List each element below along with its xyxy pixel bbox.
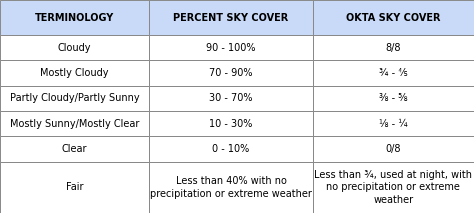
Bar <box>0 0 149 35</box>
Bar <box>149 86 313 111</box>
Text: 30 - 70%: 30 - 70% <box>210 93 253 103</box>
Text: 0/8: 0/8 <box>386 144 401 154</box>
Bar <box>149 162 313 213</box>
Text: ⅛ - ¼: ⅛ - ¼ <box>379 119 408 129</box>
Text: OKTA SKY COVER: OKTA SKY COVER <box>346 13 441 23</box>
Bar <box>313 162 474 213</box>
Text: ⅜ - ⅝: ⅜ - ⅝ <box>379 93 408 103</box>
Bar <box>313 111 474 136</box>
Bar <box>313 86 474 111</box>
Text: 70 - 90%: 70 - 90% <box>210 68 253 78</box>
Bar <box>0 86 149 111</box>
Bar <box>0 162 149 213</box>
Text: Partly Cloudy/Partly Sunny: Partly Cloudy/Partly Sunny <box>10 93 139 103</box>
Text: Less than ¾, used at night, with
no precipitation or extreme
weather: Less than ¾, used at night, with no prec… <box>314 170 473 205</box>
Bar <box>149 35 313 60</box>
Text: ¾ - ⅘: ¾ - ⅘ <box>379 68 408 78</box>
Bar <box>313 60 474 86</box>
Text: Cloudy: Cloudy <box>58 43 91 53</box>
Bar <box>313 136 474 162</box>
Text: Mostly Sunny/Mostly Clear: Mostly Sunny/Mostly Clear <box>10 119 139 129</box>
Text: Less than 40% with no
precipitation or extreme weather: Less than 40% with no precipitation or e… <box>150 176 312 199</box>
Text: Fair: Fair <box>66 182 83 192</box>
Bar <box>149 136 313 162</box>
Text: PERCENT SKY COVER: PERCENT SKY COVER <box>173 13 289 23</box>
Bar <box>313 0 474 35</box>
Bar <box>149 0 313 35</box>
Text: TERMINOLOGY: TERMINOLOGY <box>35 13 114 23</box>
Bar <box>0 111 149 136</box>
Text: 8/8: 8/8 <box>386 43 401 53</box>
Bar <box>0 136 149 162</box>
Text: Clear: Clear <box>62 144 87 154</box>
Text: Mostly Cloudy: Mostly Cloudy <box>40 68 109 78</box>
Text: 10 - 30%: 10 - 30% <box>210 119 253 129</box>
Bar <box>0 60 149 86</box>
Bar <box>0 35 149 60</box>
Text: 90 - 100%: 90 - 100% <box>206 43 256 53</box>
Text: 0 - 10%: 0 - 10% <box>212 144 250 154</box>
Bar <box>313 35 474 60</box>
Bar <box>149 111 313 136</box>
Bar <box>149 60 313 86</box>
